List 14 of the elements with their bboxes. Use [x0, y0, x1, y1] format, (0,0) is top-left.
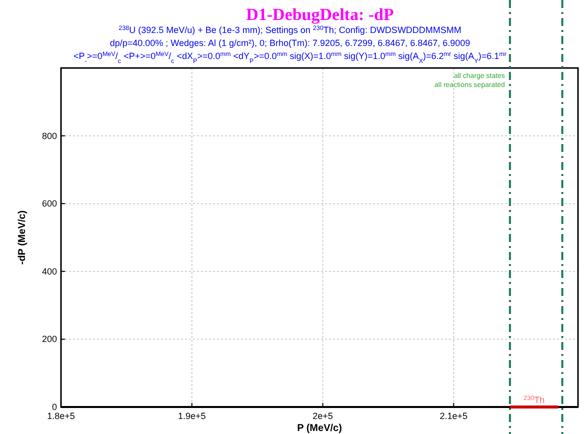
x-tick-label: 2e+5: [312, 411, 333, 421]
y-tick-label: 600: [42, 198, 57, 209]
series-label: $^{230}$Th: [524, 394, 545, 405]
x-tick-label: 1.9e+5: [178, 411, 206, 421]
x-tick-label: 1.8e+5: [47, 411, 75, 421]
y-axis-title: -dP (MeV/c): [17, 210, 28, 265]
text: $^{238}$U (392.5 MeV/u) + Be (1e-3 mm); Settings on $^{230}$Th; Config: DWDSWDDDMMSMM dp/p=40.00% ; Wedges: Al (1 g/cm²), 0; Brho(Tm): 7.9205, 6.7299, 6.8467, 6.8467, 6.9009 <P$_{-}$>=0$^{MeV}$/$_{c}$ <P+>=0$^{MeV}$/$_{c}$ <dX$_{P}$>=0.0$^{mm}$ <dY$_{P}$>=0.0$^{mm}$ sig(X)=1.0$^{mm}$ sig(Y)=1.0$^{mm}$ sig(A$_{X}$)=6.2$^{mr}$ sig(A$_{Y}$)=6.1$^{mr}$: [74, 24, 506, 64]
y-tick-label: 800: [42, 130, 57, 141]
y-tick-label: 0: [52, 402, 57, 412]
x-axis-title: P (MeV/c): [297, 423, 342, 434]
y-tick-label: 200: [42, 334, 57, 344]
x-tick-label: 2.1e+5: [440, 411, 468, 421]
y-tick-label: 400: [42, 266, 57, 276]
chart-title: D1-DebugDelta: -dP: [246, 5, 394, 24]
